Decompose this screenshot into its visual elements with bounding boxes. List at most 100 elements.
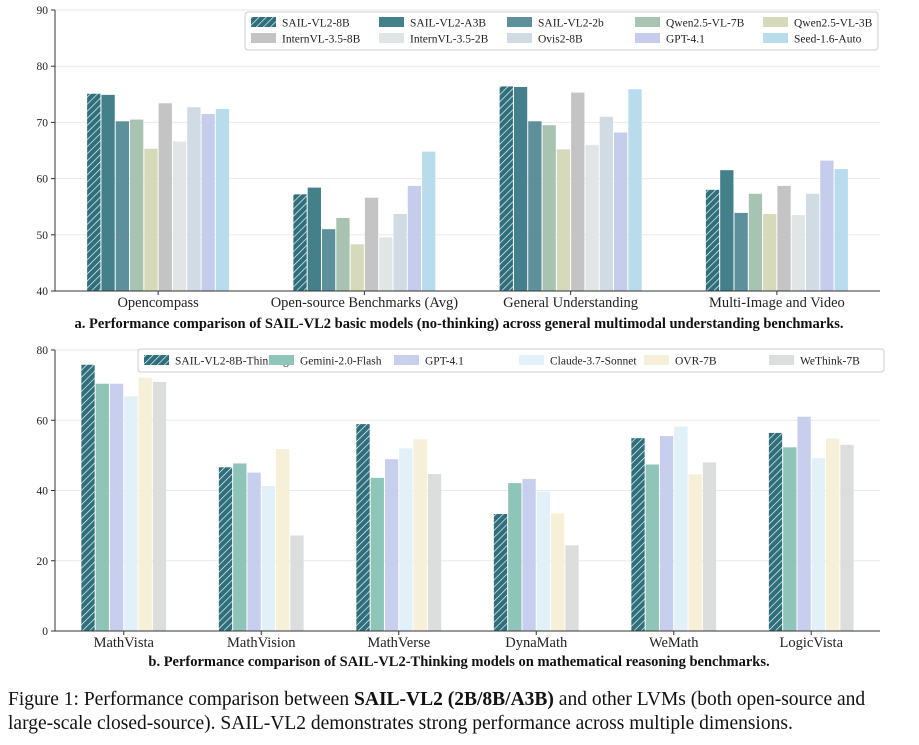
bar-seed-1-6-auto-opencompass [215, 108, 230, 291]
bar-ovr-7b-mathverse [413, 439, 427, 631]
bar-gpt-4-1-mathverse [384, 459, 399, 631]
bar-ovis2-8b-general-understanding [599, 116, 614, 291]
bar-internvl-3-5-8b-open-source-benchmarks-avg- [364, 197, 379, 291]
bar-sail-vl2-8b-thinking-logicvista [768, 432, 783, 631]
bar-seed-1-6-auto-multi-image-and-video [834, 169, 848, 291]
bar-sail-vl2-2b-open-source-benchmarks-avg- [321, 229, 336, 291]
bar-sail-vl2-a3b-open-source-benchmarks-avg- [307, 187, 321, 291]
bar-claude-3-7-sonnet-wemath [674, 426, 688, 631]
bar-ovis2-8b-multi-image-and-video [805, 193, 820, 291]
x-tick-label: Open-source Benchmarks (Avg) [271, 295, 459, 311]
chart-b: MathVista MathVision MathVerse DynaMath WeMa… [37, 345, 885, 670]
bar-gemini-2-0-flash-dynamath [508, 483, 522, 631]
bar-internvl-3-5-8b-general-understanding [571, 92, 585, 291]
legend-label: GPT-4.1 [666, 34, 705, 46]
x-tick-label: WeMath [649, 635, 699, 651]
legend-label: InternVL-3.5-8B [282, 34, 361, 46]
bar-wethink-7b-mathverse [427, 473, 442, 631]
x-tick-label: MathVision [227, 635, 296, 651]
bar-sail-vl2-a3b-multi-image-and-video [720, 170, 734, 291]
legend-label: SAIL-VL2-2b [538, 18, 604, 30]
bar-gpt-4-1-general-understanding [614, 132, 628, 291]
legend-label: Seed-1.6-Auto [794, 34, 862, 46]
bar-gemini-2-0-flash-mathvision [233, 463, 247, 631]
bar-ovr-7b-wemath [688, 474, 702, 631]
legend-swatch [763, 33, 788, 43]
bar-sail-vl2-8b-thinking-mathverse [356, 424, 370, 631]
bar-qwen2-5-vl-3b-general-understanding [556, 149, 571, 291]
legend-swatch [763, 17, 788, 27]
bar-ovr-7b-dynamath [551, 513, 565, 631]
bar-claude-3-7-sonnet-logicvista [811, 458, 826, 631]
bar-sail-vl2-a3b-general-understanding [513, 86, 528, 291]
legend-label: GPT-4.1 [425, 356, 464, 368]
legend-swatch [251, 17, 276, 27]
bar-qwen2-5-vl-3b-multi-image-and-video [763, 214, 777, 291]
legend-label: OVR-7B [675, 356, 717, 368]
bar-wethink-7b-wemath [702, 462, 717, 631]
legend-label: InternVL-3.5-2B [410, 34, 489, 46]
legend-box [137, 348, 885, 373]
bar-claude-3-7-sonnet-mathvision [261, 485, 276, 631]
bar-gpt-4-1-wemath [659, 436, 674, 631]
legend-swatch [507, 33, 532, 43]
legend-label: SAIL-VL2-8B-Thinking [175, 356, 289, 368]
bar-internvl-3-5-8b-multi-image-and-video [777, 185, 791, 291]
bar-qwen2-5-vl-3b-open-source-benchmarks-avg- [350, 244, 364, 291]
bar-sail-vl2-8b-opencompass [87, 93, 101, 291]
bar-internvl-3-5-2b-general-understanding [585, 144, 599, 291]
y-tick-label: 0 [42, 626, 48, 638]
y-tick-label: 50 [37, 230, 49, 242]
bar-wethink-7b-dynamath [565, 545, 579, 631]
bar-sail-vl2-8b-multi-image-and-video [705, 189, 720, 291]
bar-sail-vl2-8b-thinking-dynamath [493, 514, 508, 631]
bar-ovr-7b-mathvision [276, 449, 290, 631]
bar-sail-vl2-2b-general-understanding [528, 121, 542, 291]
figure-caption: Figure 1: Performance comparison between… [8, 688, 913, 736]
legend-label: Qwen2.5-VL-3B [794, 18, 873, 30]
legend-swatch [769, 355, 794, 365]
bar-internvl-3-5-2b-multi-image-and-video [791, 215, 805, 291]
bar-claude-3-7-sonnet-mathverse [399, 448, 413, 631]
bar-wethink-7b-logicvista [840, 444, 854, 631]
legend-swatch [519, 355, 544, 365]
bar-internvl-3-5-2b-open-source-benchmarks-avg- [379, 237, 393, 291]
bar-gemini-2-0-flash-wemath [645, 464, 659, 631]
bar-ovis2-8b-opencompass [187, 107, 201, 291]
bar-qwen2-5-vl-3b-opencompass [144, 148, 158, 291]
caption-prefix: Figure 1: Performance comparison between [8, 689, 355, 710]
legend-label: Gemini-2.0-Flash [300, 356, 382, 368]
y-tick-label: 80 [37, 345, 49, 357]
bar-gpt-4-1-logicvista [797, 416, 811, 631]
bar-gpt-4-1-dynamath [522, 478, 536, 631]
x-tick-label: General Understanding [503, 295, 638, 311]
bar-wethink-7b-mathvision [290, 535, 304, 631]
legend-swatch [379, 17, 404, 27]
chart-a: Opencompass Open-source Benchmarks (Avg) G… [37, 5, 880, 332]
bar-sail-vl2-8b-general-understanding [499, 86, 513, 291]
caption-suffix: and other LVMs (both open-source and lar… [8, 689, 866, 734]
legend-label: Claude-3.7-Sonnet [550, 356, 637, 368]
bar-qwen2-5-vl-7b-opencompass [130, 119, 144, 291]
bar-sail-vl2-2b-opencompass [115, 121, 130, 291]
bar-gpt-4-1-mathvista [109, 383, 124, 631]
bar-sail-vl2-8b-open-source-benchmarks-avg- [293, 194, 307, 291]
legend-swatch [635, 33, 660, 43]
bar-qwen2-5-vl-7b-general-understanding [542, 125, 556, 292]
bar-gpt-4-1-mathvision [247, 472, 261, 631]
legend-swatch [251, 33, 276, 43]
bar-ovis2-8b-open-source-benchmarks-avg- [393, 214, 407, 291]
caption-bold: SAIL-VL2 (2B/8B/A3B) [354, 689, 554, 710]
chart-title: b. Performance comparison of SAIL-VL2-Th… [148, 654, 769, 670]
legend-label: Qwen2.5-VL-7B [666, 18, 745, 30]
x-tick-label: DynaMath [505, 635, 568, 651]
bar-qwen2-5-vl-7b-open-source-benchmarks-avg- [336, 217, 350, 291]
bar-seed-1-6-auto-open-source-benchmarks-avg- [422, 151, 436, 291]
x-tick-label: MathVerse [367, 635, 430, 651]
bar-sail-vl2-8b-thinking-mathvision [218, 467, 233, 631]
bar-wethink-7b-mathvista [152, 381, 167, 631]
bar-claude-3-7-sonnet-mathvista [124, 396, 138, 631]
x-tick-label: MathVista [94, 635, 155, 651]
legend-swatch [507, 17, 532, 27]
y-tick-label: 80 [37, 61, 49, 73]
